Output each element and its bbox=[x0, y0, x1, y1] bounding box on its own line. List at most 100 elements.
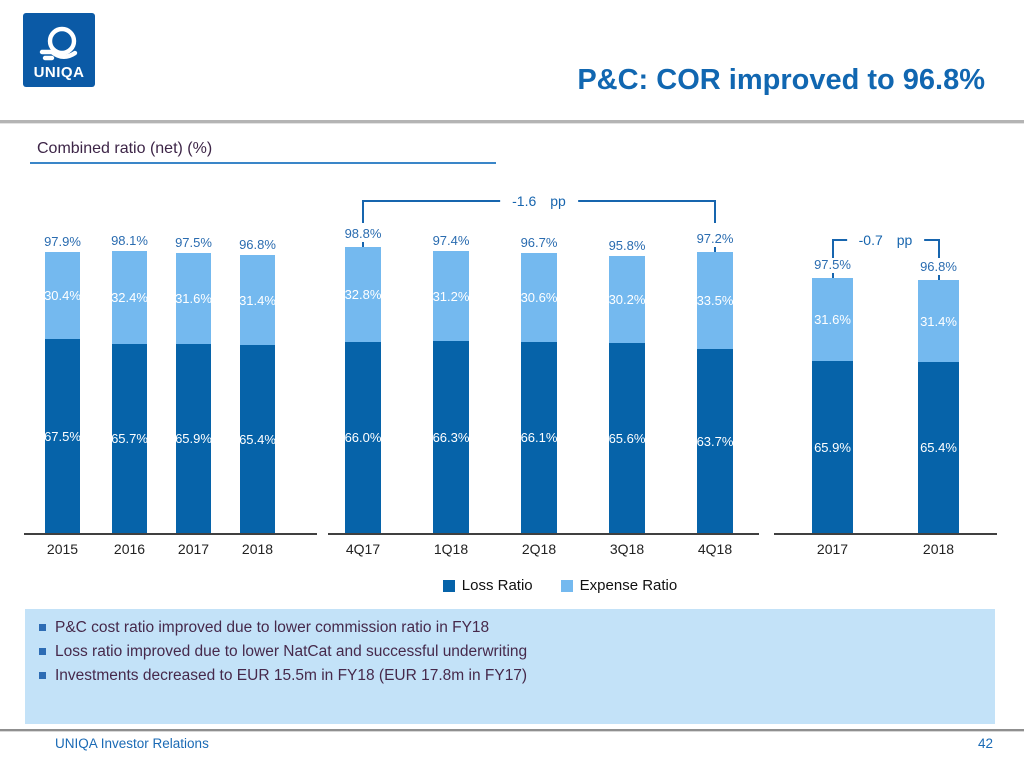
loss-segment: 65.6% bbox=[609, 343, 645, 533]
expense-ratio-value: 33.5% bbox=[696, 293, 734, 308]
bar-1Q18: 97.4% 31.2% 66.3% bbox=[433, 233, 469, 533]
bullet-text: Investments decreased to EUR 15.5m in FY… bbox=[55, 667, 528, 684]
category-label: 4Q18 bbox=[697, 541, 733, 557]
delta-unit: pp bbox=[896, 232, 913, 248]
loss-segment: 66.3% bbox=[433, 341, 469, 533]
chart-title: Combined ratio (net) (%) bbox=[37, 140, 213, 157]
delta-value: -0.7 bbox=[858, 232, 883, 248]
loss-segment: 65.9% bbox=[175, 344, 212, 533]
bullet-text: Loss ratio improved due to lower NatCat … bbox=[55, 643, 528, 660]
combined-ratio-value: 96.7% bbox=[520, 235, 558, 250]
stacked-bar: 32.4% 65.7% bbox=[111, 251, 148, 533]
expense-ratio-value: 31.6% bbox=[175, 291, 212, 306]
expense-ratio-value: 30.2% bbox=[608, 292, 646, 307]
category-label: 2017 bbox=[816, 541, 849, 557]
loss-ratio-value: 66.1% bbox=[520, 430, 558, 445]
expense-segment: 30.2% bbox=[609, 256, 645, 343]
bracket-right-tick bbox=[937, 239, 940, 258]
chart-legend: Loss Ratio Expense Ratio bbox=[96, 577, 1024, 594]
expense-segment: 33.5% bbox=[697, 252, 733, 349]
bullet-marker-icon bbox=[39, 672, 46, 679]
bracket-leader-tick bbox=[937, 275, 940, 280]
loss-ratio-value: 66.0% bbox=[344, 430, 382, 445]
uniqa-logo-icon: UNIQA bbox=[23, 13, 95, 87]
x-axis bbox=[328, 533, 759, 535]
legend-item-loss-ratio: Loss Ratio bbox=[442, 577, 533, 594]
legend-item-expense-ratio: Expense Ratio bbox=[560, 577, 678, 594]
legend-label: Expense Ratio bbox=[579, 577, 678, 594]
bar-2016: 98.1% 32.4% 65.7% bbox=[111, 233, 148, 533]
expense-segment: 32.4% bbox=[111, 251, 148, 344]
delta-unit: pp bbox=[550, 193, 566, 209]
bar-2017: 97.5% 31.6% 65.9% bbox=[812, 257, 853, 533]
loss-segment: 67.5% bbox=[44, 339, 81, 533]
bar-2015: 97.9% 30.4% 67.5% bbox=[44, 234, 81, 533]
loss-ratio-value: 66.3% bbox=[432, 429, 470, 445]
bullet-item: Loss ratio improved due to lower NatCat … bbox=[39, 642, 995, 661]
highlights-box: P&C cost ratio improved due to lower com… bbox=[25, 609, 995, 724]
bar-3Q18: 95.8% 30.2% 65.6% bbox=[609, 238, 645, 533]
combined-ratio-value: 95.8% bbox=[608, 238, 646, 253]
combined-ratio-value: 96.8% bbox=[920, 259, 957, 274]
loss-ratio-value: 65.9% bbox=[814, 439, 851, 455]
bar-4Q18: 97.2% 33.5% 63.7% bbox=[697, 231, 733, 533]
expense-segment: 32.8% bbox=[345, 247, 381, 342]
bar-2018: 96.8% 31.4% 65.4% bbox=[239, 237, 276, 533]
legend-swatch-icon bbox=[442, 579, 455, 592]
expense-ratio-value: 32.8% bbox=[344, 287, 382, 302]
bar-2017: 97.5% 31.6% 65.9% bbox=[175, 235, 212, 533]
bar-2018: 96.8% 31.4% 65.4% bbox=[918, 259, 959, 533]
stacked-bar: 31.4% 65.4% bbox=[239, 255, 276, 533]
page-number: 42 bbox=[977, 736, 993, 751]
loss-segment: 63.7% bbox=[697, 349, 733, 533]
expense-segment: 31.4% bbox=[239, 255, 276, 345]
expense-segment: 30.6% bbox=[521, 253, 557, 342]
bullet-marker-icon bbox=[39, 624, 46, 631]
bullet-item: Investments decreased to EUR 15.5m in FY… bbox=[39, 666, 995, 685]
expense-ratio-value: 32.4% bbox=[111, 290, 148, 305]
bracket-leader-tick bbox=[831, 273, 834, 278]
category-label: 2017 bbox=[177, 541, 210, 557]
category-label: 2018 bbox=[241, 541, 274, 557]
stacked-bar: 33.5% 63.7% bbox=[697, 252, 733, 533]
delta-annotation: -1.6 pp bbox=[500, 192, 578, 210]
category-label: 2Q18 bbox=[521, 541, 557, 557]
loss-ratio-value: 65.6% bbox=[608, 430, 646, 446]
bullet-marker-icon bbox=[39, 648, 46, 655]
stacked-bar: 30.4% 67.5% bbox=[44, 252, 81, 533]
legend-label: Loss Ratio bbox=[461, 577, 533, 594]
category-label: 2018 bbox=[922, 541, 955, 557]
bar-group-1: 97.9% 30.4% 67.5% 2015 98.1% 32.4% 65.7% 2016 97… bbox=[24, 190, 317, 570]
expense-segment: 31.2% bbox=[433, 251, 469, 341]
bracket-leader-tick bbox=[714, 247, 716, 252]
stacked-bar: 31.6% 65.9% bbox=[812, 278, 853, 533]
bracket-left-tick bbox=[831, 239, 834, 258]
loss-segment: 65.7% bbox=[111, 344, 148, 533]
footer-label: UNIQA Investor Relations bbox=[55, 736, 209, 751]
combined-ratio-value: 98.8% bbox=[344, 226, 382, 241]
stacked-bar: 30.6% 66.1% bbox=[521, 253, 557, 533]
stacked-bar: 31.6% 65.9% bbox=[175, 253, 212, 533]
expense-ratio-value: 30.6% bbox=[520, 290, 558, 305]
category-label: 4Q17 bbox=[345, 541, 381, 557]
category-label: 2015 bbox=[46, 541, 79, 557]
category-label: 2016 bbox=[113, 541, 146, 557]
combined-ratio-value: 98.1% bbox=[111, 233, 148, 248]
chart-title-underline bbox=[30, 162, 496, 164]
stacked-bar: 31.4% 65.4% bbox=[918, 280, 959, 533]
legend-swatch-icon bbox=[560, 579, 573, 592]
category-label: 3Q18 bbox=[609, 541, 645, 557]
bar-2Q18: 96.7% 30.6% 66.1% bbox=[521, 235, 557, 533]
loss-ratio-value: 65.7% bbox=[111, 431, 148, 446]
header-divider bbox=[0, 120, 1024, 124]
combined-ratio-value: 97.5% bbox=[175, 235, 212, 250]
loss-segment: 65.4% bbox=[918, 362, 959, 533]
combined-ratio-value: 97.2% bbox=[696, 231, 734, 246]
delta-annotation: -0.7 pp bbox=[846, 231, 925, 249]
logo-text: UNIQA bbox=[34, 64, 85, 81]
bar-group-2: 98.8% 32.8% 66.0% 4Q17 97.4% 31.2% 66.3% 1Q18 96… bbox=[328, 190, 759, 570]
bar-group-3: 97.5% 31.6% 65.9% 2017 96.8% 31.4% 65.4% 2018 -0… bbox=[774, 190, 997, 570]
expense-ratio-value: 31.6% bbox=[814, 312, 851, 327]
page-title: P&C: COR improved to 96.8% bbox=[577, 64, 985, 96]
